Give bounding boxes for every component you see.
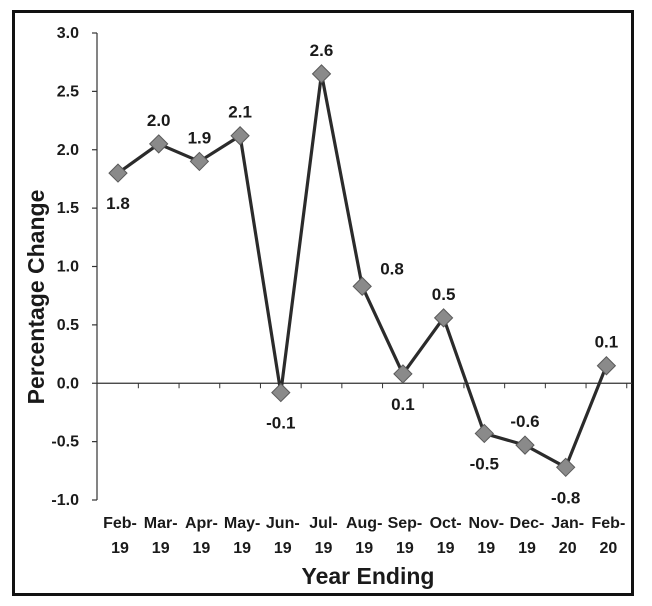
y-tick-label: -1.0	[51, 492, 79, 509]
data-label: 0.1	[595, 333, 619, 352]
data-label: 2.6	[310, 41, 334, 60]
x-category-label: 19	[437, 540, 455, 557]
x-category-label: 19	[111, 540, 129, 557]
x-category-label: May-	[224, 515, 260, 532]
data-label: 0.5	[432, 285, 456, 304]
data-point-marker	[393, 364, 413, 384]
x-axis-title: Year Ending	[302, 563, 435, 589]
data-label: -0.8	[551, 488, 580, 507]
data-point-marker	[271, 382, 291, 403]
y-axis-title: Percentage Change	[23, 190, 49, 405]
data-point-marker	[596, 356, 617, 376]
y-tick-label: 0.5	[57, 317, 79, 334]
y-tick-label: 1.5	[57, 200, 79, 217]
data-label: 2.0	[147, 111, 171, 130]
y-tick-label: -0.5	[51, 434, 79, 451]
data-point-marker	[148, 134, 169, 154]
data-labels: 1.8 2.0 1.9 2.1 -0.1 2.6 0.8 0.1 0.5 -0.5 -0.6 -0.8…	[106, 41, 618, 507]
y-tick-label: 3.0	[57, 25, 79, 42]
x-category-label: 19	[396, 540, 414, 557]
data-point-marker	[230, 126, 250, 146]
x-category-label: Oct-	[430, 515, 462, 532]
data-label: -0.1	[266, 414, 295, 433]
x-category-label: 20	[559, 540, 577, 557]
chart-frame	[12, 10, 634, 596]
y-tick-labels: 3.0 2.5 2.0 1.5 1.0 0.5 0.0 -0.5 -1.0	[51, 25, 79, 509]
x-category-label: 19	[233, 540, 251, 557]
x-category-label: Mar-	[144, 515, 178, 532]
data-point-marker	[555, 457, 576, 478]
x-category-label: 19	[477, 540, 495, 557]
data-label: -0.5	[470, 454, 499, 473]
data-label: 1.9	[188, 128, 212, 147]
x-category-label: Sep-	[388, 515, 423, 532]
data-point-marker	[108, 163, 128, 183]
data-point-marker	[474, 423, 495, 444]
x-category-label: 19	[274, 540, 292, 557]
x-category-labels: Feb- 19 Mar- 19 Apr- 19 May- 19 Jun- 19 Jul- 19 Aug-…	[103, 515, 625, 557]
data-point-marker	[433, 308, 454, 328]
x-category-label: 19	[193, 540, 211, 557]
x-category-label: Jul-	[309, 515, 337, 532]
y-tick-label: 2.0	[57, 142, 79, 159]
x-category-label: 19	[152, 540, 170, 557]
x-category-label: Jun-	[266, 515, 300, 532]
x-category-label: 20	[600, 540, 618, 557]
x-category-label: Aug-	[346, 515, 382, 532]
data-point-marker	[311, 64, 332, 84]
data-label: 0.8	[380, 259, 404, 278]
data-label: 1.8	[106, 194, 130, 213]
data-label: -0.6	[510, 412, 539, 431]
data-point-marker	[352, 276, 372, 297]
y-tick-label: 0.0	[57, 375, 79, 392]
data-label: 2.1	[228, 103, 252, 122]
data-point-marker	[515, 435, 535, 455]
y-tick-label: 2.5	[57, 83, 79, 100]
y-tick-label: 1.0	[57, 259, 79, 276]
data-point-marker	[189, 151, 210, 172]
x-category-label: Jan-	[551, 515, 584, 532]
x-category-label: Feb-	[592, 515, 626, 532]
data-markers	[108, 64, 617, 478]
x-category-label: Apr-	[185, 515, 218, 532]
x-category-label: 19	[355, 540, 373, 557]
x-category-label: 19	[518, 540, 536, 557]
x-category-label: Dec-	[510, 515, 545, 532]
x-category-label: Nov-	[469, 515, 505, 532]
data-label: 0.1	[391, 395, 415, 414]
x-category-label: Feb-	[103, 515, 137, 532]
axes	[92, 32, 632, 501]
x-category-label: 19	[315, 540, 333, 557]
